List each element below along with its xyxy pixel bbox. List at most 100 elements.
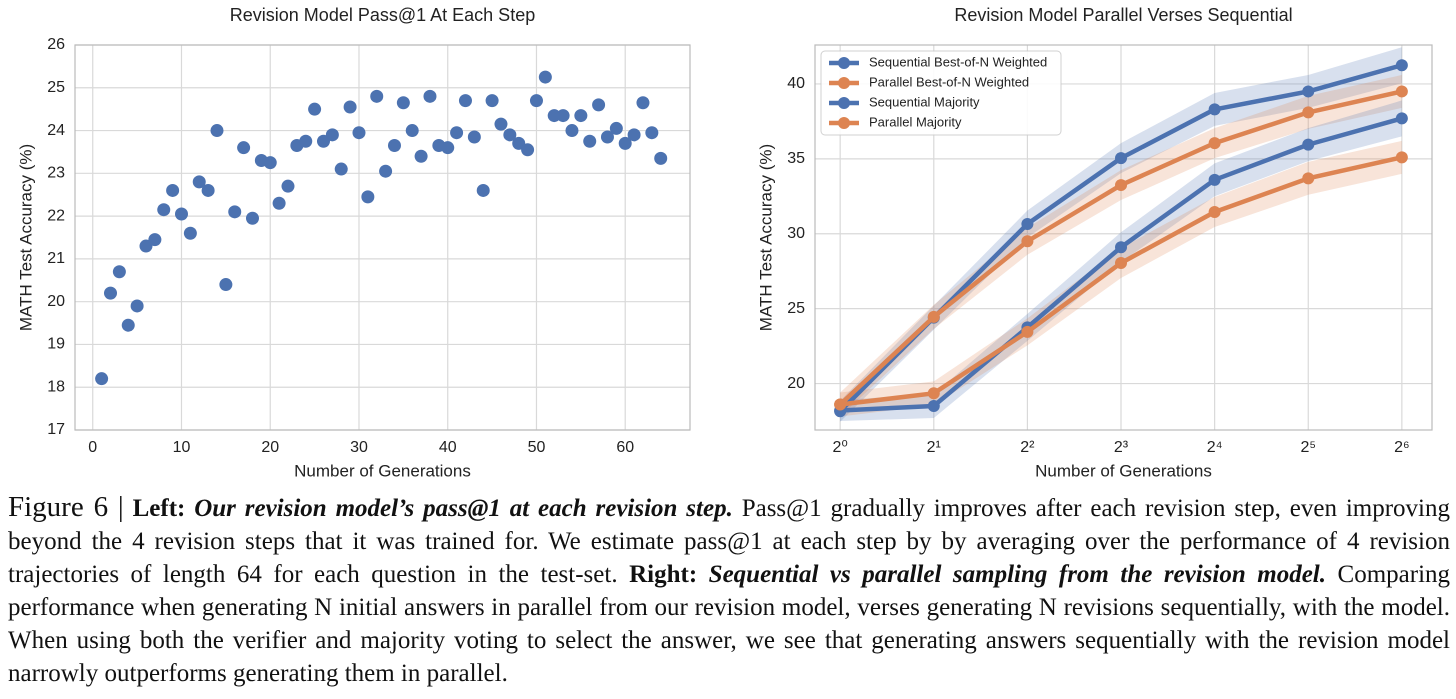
point	[183, 226, 197, 240]
point	[1395, 151, 1408, 164]
y-tick-label: 25	[47, 79, 65, 96]
point	[299, 134, 313, 148]
point	[618, 136, 632, 150]
y-axis-label: MATH Test Accuracy (%)	[756, 144, 775, 331]
point	[157, 203, 171, 217]
chart-title: Revision Model Parallel Verses Sequentia…	[954, 5, 1292, 25]
point	[237, 141, 251, 155]
x-tick-label: 30	[350, 439, 368, 456]
point	[1302, 106, 1315, 119]
y-tick-label: 30	[787, 225, 805, 242]
point	[927, 387, 940, 400]
point	[627, 128, 641, 142]
point	[112, 265, 126, 279]
point	[1021, 325, 1034, 338]
y-tick-label: 19	[47, 336, 65, 353]
caption-heading: Left:	[132, 495, 186, 522]
y-tick-label: 21	[47, 250, 65, 267]
figure: 17 18 19 20 21 22 23 24 25 26 0 10 20 30 40 50 60 Revisio…	[16, 5, 1433, 480]
point	[1208, 206, 1221, 219]
caption-title: Sequential vs parallel sampling from the…	[708, 561, 1327, 588]
point	[1302, 85, 1315, 98]
legend-label: Parallel Majority	[869, 114, 962, 129]
point	[927, 310, 940, 323]
point	[148, 233, 162, 247]
point	[494, 117, 508, 131]
point	[583, 134, 597, 148]
plot-frame	[814, 44, 1433, 431]
point	[325, 128, 339, 142]
point	[379, 164, 393, 178]
point	[441, 141, 455, 155]
x-tick-label: 2⁴	[1207, 439, 1223, 456]
x-tick-label: 60	[616, 439, 634, 456]
point	[166, 183, 180, 197]
point	[1115, 241, 1128, 254]
x-tick-label: 50	[528, 439, 546, 456]
legend-marker	[838, 77, 850, 89]
caption-heading: Right:	[629, 561, 698, 588]
plot-area	[75, 45, 690, 430]
point	[927, 400, 940, 413]
y-tick-label: 22	[47, 207, 65, 224]
point	[645, 126, 659, 140]
x-tick-label: 2¹	[927, 439, 941, 456]
y-axis-label: MATH Test Accuracy (%)	[16, 144, 35, 331]
point	[423, 89, 437, 103]
point	[654, 151, 668, 165]
point	[556, 109, 570, 123]
point	[281, 179, 295, 193]
plot-frame	[74, 44, 691, 431]
point	[414, 149, 428, 163]
point	[1395, 59, 1408, 72]
point	[1021, 235, 1034, 248]
point	[458, 94, 472, 108]
point	[352, 126, 366, 140]
point	[1021, 218, 1034, 231]
confidence-band	[840, 74, 1402, 417]
x-tick-label: 2⁶	[1394, 439, 1409, 456]
point	[1395, 112, 1408, 125]
point	[538, 70, 552, 84]
point	[201, 183, 215, 197]
y-tick-label: 35	[787, 150, 805, 167]
legend-label: Parallel Best-of-N Weighted	[869, 74, 1029, 89]
point	[467, 130, 481, 144]
point	[1115, 179, 1128, 192]
point	[1208, 103, 1221, 116]
legend-marker	[838, 97, 850, 109]
point	[95, 372, 109, 386]
point	[529, 94, 543, 108]
point	[174, 207, 188, 221]
point	[503, 128, 517, 142]
point	[636, 96, 650, 110]
x-tick-label: 2³	[1114, 439, 1129, 456]
point	[361, 190, 375, 204]
point	[228, 205, 242, 219]
point	[600, 130, 614, 144]
point	[370, 89, 384, 103]
x-tick-label: 20	[261, 439, 279, 456]
caption-text: Comparing performance when generating N …	[8, 561, 1451, 687]
point	[245, 211, 259, 225]
caption-title: Our revision model’s pass@1 at each revi…	[194, 495, 733, 522]
point	[485, 94, 499, 108]
point	[334, 162, 348, 176]
legend-box	[820, 50, 1062, 136]
legend-marker	[838, 117, 850, 129]
caption: Figure 6 | Left: Our revision model’s pa…	[0, 491, 1456, 690]
figure-label: Figure 6 |	[8, 491, 124, 523]
point	[130, 299, 144, 313]
point	[405, 124, 419, 138]
x-tick-label: 2⁵	[1300, 439, 1316, 456]
point	[387, 139, 401, 153]
point	[121, 318, 135, 332]
point	[834, 398, 847, 411]
point	[592, 98, 606, 112]
legend-label: Sequential Best-of-N Weighted	[869, 54, 1047, 69]
legend-marker	[838, 57, 850, 69]
y-tick-label: 20	[787, 375, 805, 392]
point	[192, 175, 206, 189]
x-axis-label: Number of Generations	[1035, 461, 1212, 480]
